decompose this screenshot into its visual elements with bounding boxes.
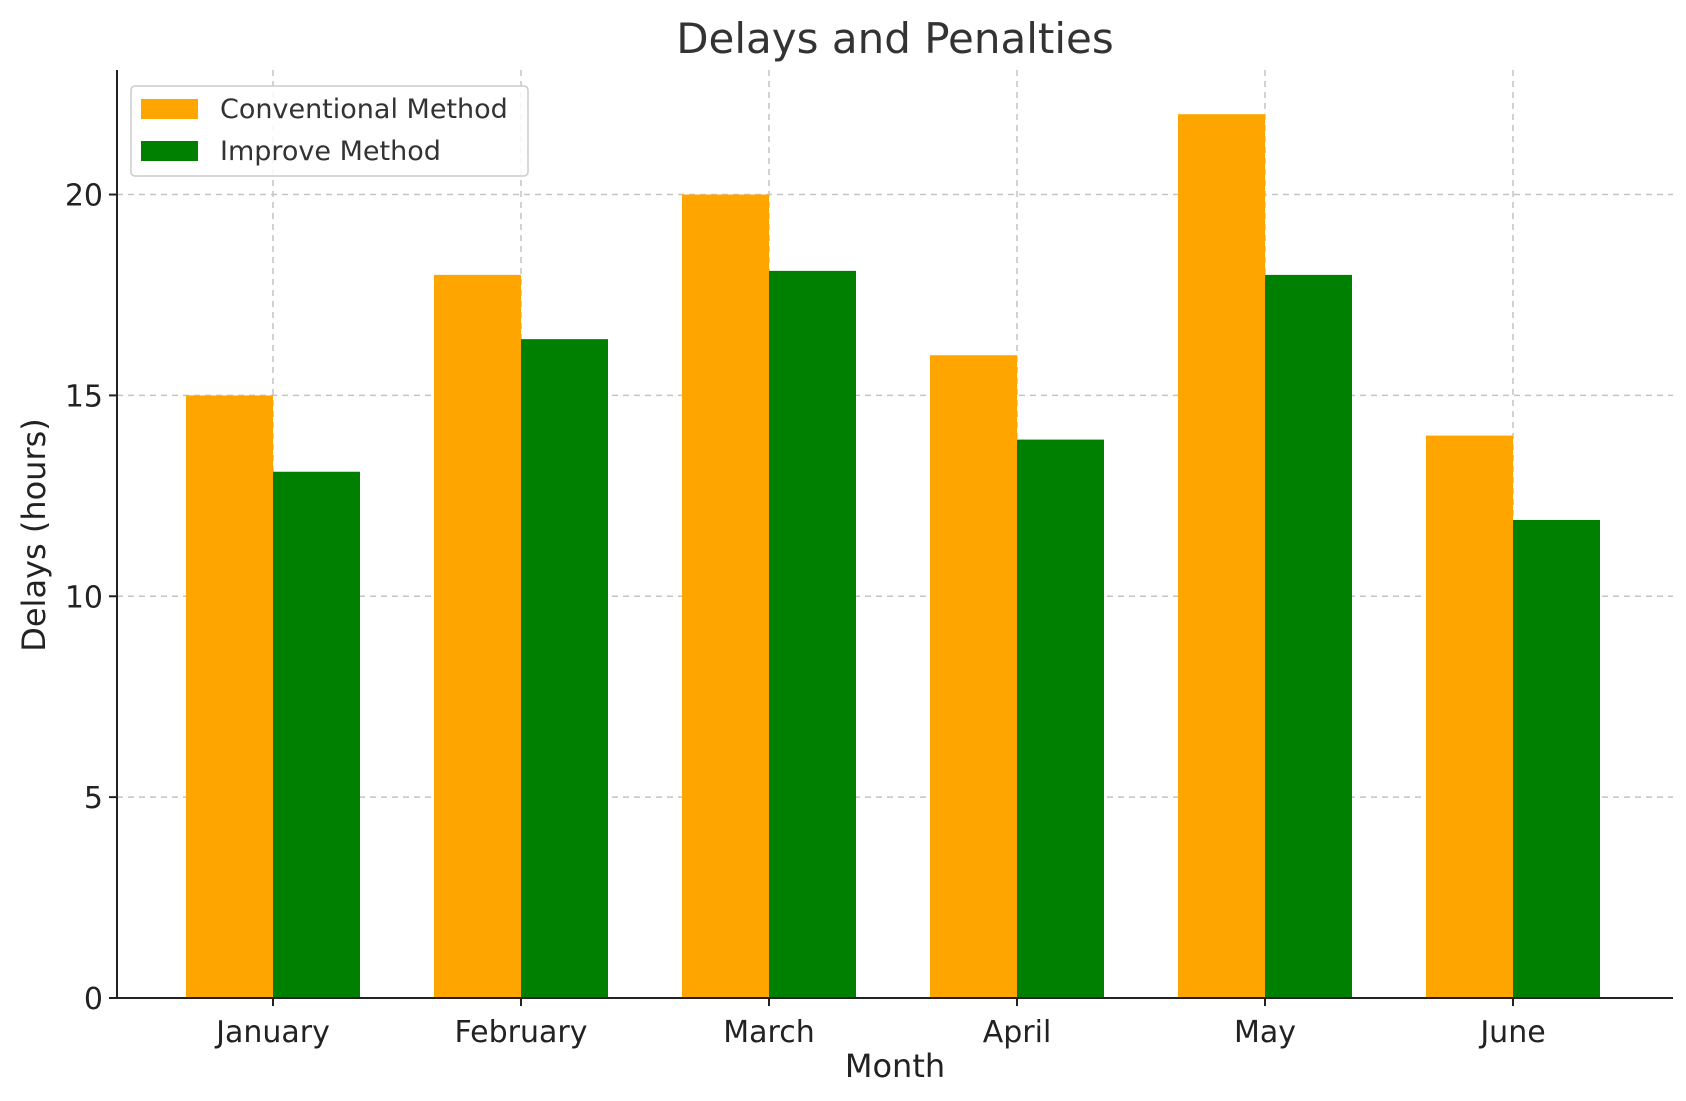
- improve-bar-may: [1265, 274, 1352, 998]
- improve-bar-january: [273, 471, 360, 999]
- y-tick-label: 5: [84, 781, 103, 816]
- improve-bar-february: [521, 339, 608, 999]
- axes: [109, 70, 1673, 1006]
- x-tick-label: February: [455, 1015, 588, 1050]
- legend-swatch: [141, 99, 198, 119]
- x-tick-label: January: [214, 1015, 330, 1050]
- improve-bar-june: [1513, 519, 1600, 998]
- y-tick-label: 15: [65, 379, 103, 414]
- conventional-bar-february: [434, 274, 521, 998]
- legend: Conventional Method Improve Method: [130, 85, 529, 177]
- x-axis-label: Month: [845, 1047, 945, 1085]
- conventional-bar-january: [186, 395, 273, 998]
- legend-label: Conventional Method: [220, 94, 508, 125]
- conventional-bar-may: [1178, 114, 1265, 998]
- legend-label: Improve Method: [220, 136, 441, 167]
- conventional-bar-march: [682, 194, 769, 998]
- x-tick-label: June: [1478, 1015, 1545, 1050]
- chart-title: Delays and Penalties: [676, 14, 1114, 63]
- bars: [186, 114, 1600, 999]
- improve-bar-april: [1017, 439, 1104, 998]
- y-axis-label: Delays (hours): [15, 418, 53, 652]
- x-tick-label: March: [723, 1015, 814, 1050]
- conventional-bar-june: [1426, 435, 1513, 998]
- conventional-bar-april: [930, 355, 1017, 998]
- y-tick-label: 20: [65, 179, 103, 214]
- x-tick-label: April: [983, 1015, 1052, 1050]
- improve-bar-march: [769, 270, 856, 998]
- y-tick-label: 10: [65, 580, 103, 615]
- y-tick-labels: 0 5 10 15 20: [65, 179, 103, 1017]
- legend-box: [130, 85, 529, 177]
- x-tick-labels: January February March April May June: [214, 1015, 1546, 1050]
- legend-swatch: [141, 141, 198, 161]
- x-tick-label: May: [1234, 1015, 1296, 1050]
- y-tick-label: 0: [84, 982, 103, 1017]
